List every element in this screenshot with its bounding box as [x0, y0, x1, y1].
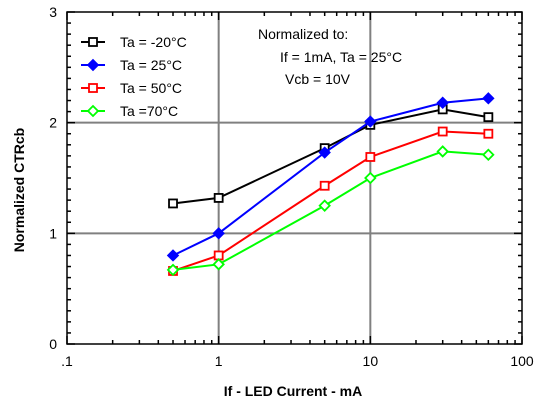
data-point	[318, 146, 331, 159]
data-point	[483, 112, 494, 123]
y-tick-label: 2	[49, 115, 57, 131]
legend-entry: Ta = -20°C	[81, 34, 187, 50]
data-point	[483, 128, 494, 139]
data-point	[436, 145, 449, 158]
y-tick-label: 1	[49, 225, 57, 241]
data-point	[166, 263, 180, 277]
plot-frame	[66, 11, 523, 345]
legend-label: Ta = 25°C	[120, 57, 182, 73]
legend: Ta = -20°C Ta = 25°C Ta = 50°C Ta =70°C	[81, 34, 187, 119]
x-tick-label: 100	[510, 353, 534, 369]
legend-marker	[88, 83, 98, 93]
data-point	[318, 199, 331, 212]
data-point	[166, 249, 180, 262]
legend-entry: Ta = 50°C	[81, 80, 182, 96]
note-line-3: Vcb = 10V	[285, 71, 351, 87]
normalization-note: Normalized to: If = 1mA, Ta = 25°C Vcb =…	[258, 26, 402, 87]
data-point	[436, 96, 449, 109]
legend-entry: Ta = 25°C	[81, 57, 182, 73]
legend-marker	[86, 58, 100, 72]
data-point	[365, 152, 376, 162]
legend-entry: Ta =70°C	[81, 103, 178, 119]
data-point	[319, 180, 330, 191]
legend-label: Ta = -20°C	[120, 34, 187, 50]
grid-lines	[67, 12, 522, 344]
data-point	[482, 148, 495, 162]
data-point	[168, 198, 178, 209]
x-tick-label: 1	[215, 353, 223, 369]
series-line	[172, 130, 489, 272]
x-axis-label: If - LED Current - mA	[224, 383, 362, 399]
legend-label: Ta =70°C	[120, 103, 178, 119]
x-tick-label: 10	[363, 353, 379, 369]
legend-label: Ta = 50°C	[120, 80, 182, 96]
data-point	[437, 126, 448, 137]
note-line-1: Normalized to:	[258, 26, 348, 42]
series-layer	[166, 92, 495, 277]
series-1	[166, 92, 495, 262]
data-point	[482, 92, 495, 105]
legend-marker	[88, 37, 98, 47]
y-axis-label: Normalized CTRcb	[11, 128, 27, 252]
y-tick-label: 0	[49, 336, 57, 352]
data-point	[213, 193, 224, 203]
series-line	[172, 97, 489, 257]
x-tick-label: .1	[61, 353, 73, 369]
series-line	[172, 150, 489, 271]
data-point	[212, 258, 225, 271]
legend-marker	[86, 104, 100, 118]
data-point	[364, 171, 377, 185]
note-line-2: If = 1mA, Ta = 25°C	[280, 49, 402, 65]
data-point	[212, 227, 225, 240]
data-point	[364, 115, 377, 128]
series-3	[166, 145, 495, 277]
tick-labels: .1 1 10 100 0 1 2 3	[49, 4, 534, 369]
y-tick-label: 3	[49, 4, 57, 20]
